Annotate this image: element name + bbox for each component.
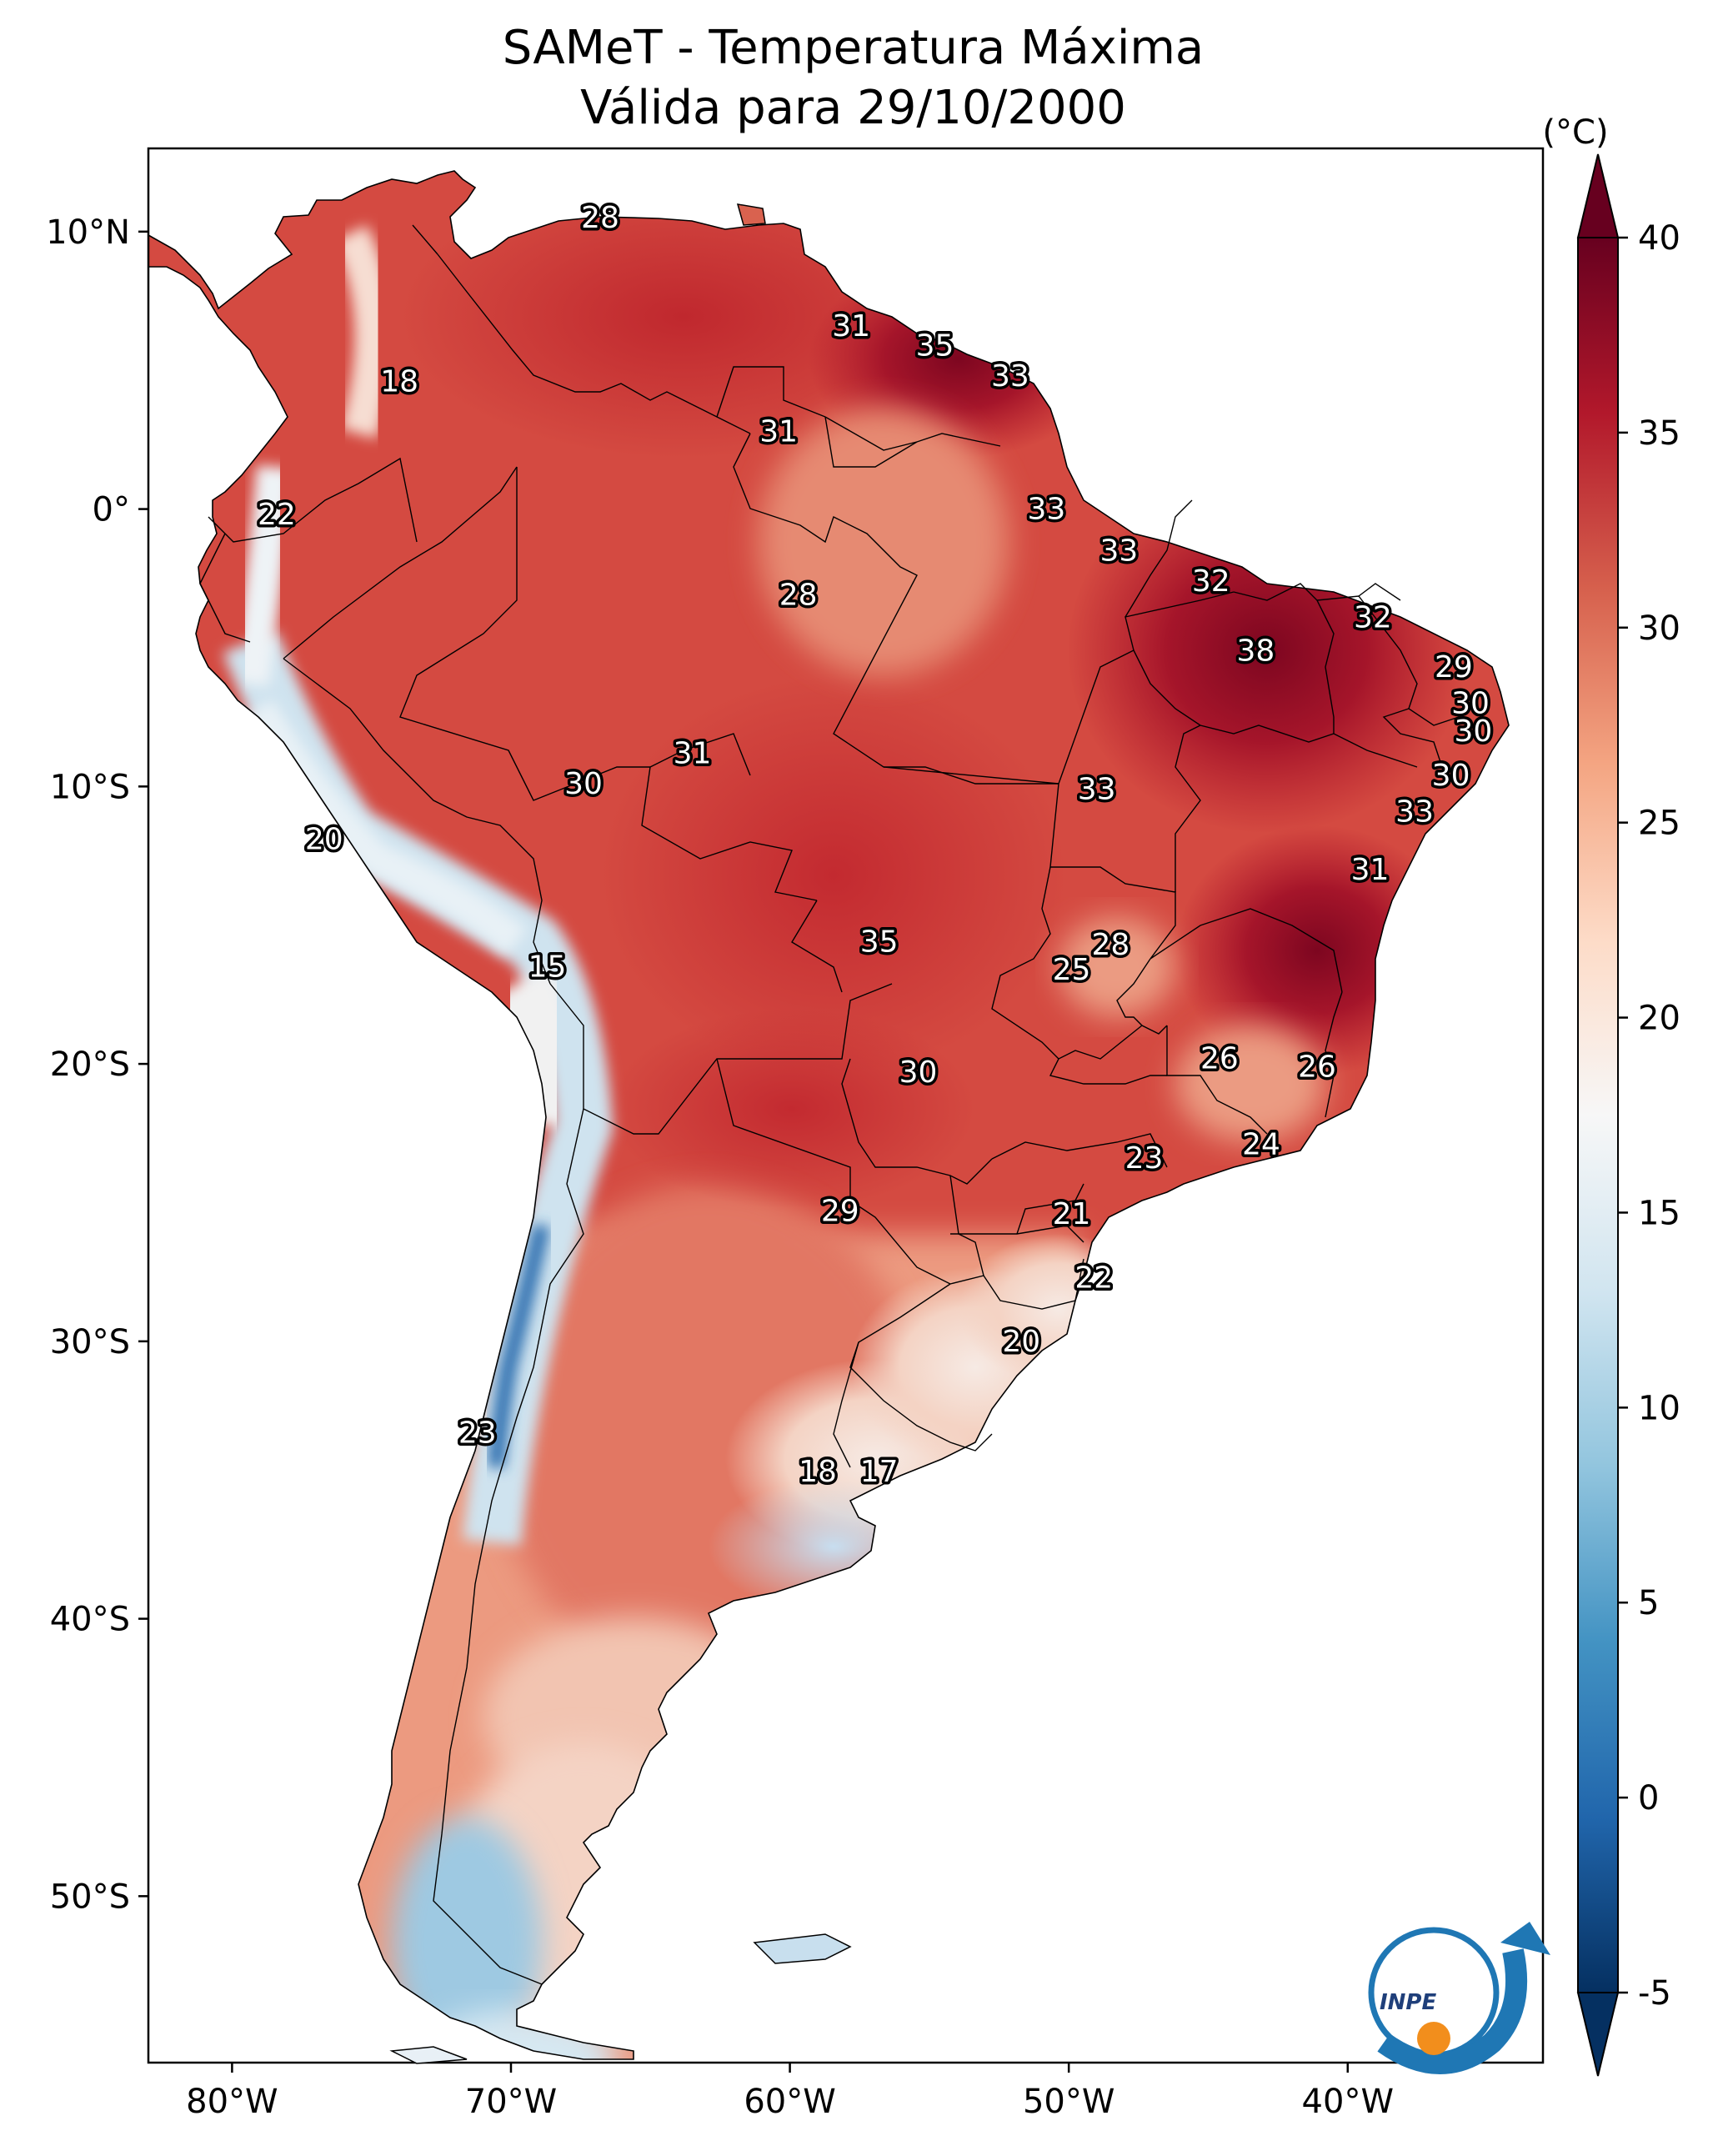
- colorbar-top-arrow: [1576, 153, 1620, 238]
- contour-label: 30: [564, 767, 603, 801]
- contour-label: 15: [528, 950, 567, 985]
- contour-label: 31: [1351, 853, 1390, 887]
- contour-label: 30: [1451, 687, 1490, 721]
- map-frame: [147, 147, 1545, 2064]
- lat-tick-label: 20°S: [50, 1045, 130, 1084]
- country-borders: [199, 224, 1460, 1985]
- colorbar-tick-label: 40: [1638, 219, 1680, 258]
- island: [736, 203, 766, 226]
- contour-label: 33: [991, 359, 1029, 394]
- island: [753, 1933, 852, 1964]
- contour-label: 22: [258, 498, 296, 532]
- contour-label: 29: [1435, 650, 1473, 684]
- map-title: SAMeT - Temperatura Máxima Válida para 2…: [0, 18, 1723, 138]
- colorbar-tick-label: 5: [1638, 1584, 1659, 1622]
- colorbar-ticks: 40 35 30 25 20 15 10 5 0 -5: [1618, 219, 1680, 2013]
- inpe-logo-text: INPE: [1380, 1990, 1436, 2015]
- contour-label: 20: [1002, 1325, 1040, 1359]
- contour-label: 33: [1395, 795, 1434, 829]
- contour-label: 35: [916, 328, 954, 363]
- contour-label: 23: [458, 1416, 497, 1451]
- contour-label: 30: [1454, 714, 1492, 749]
- contour-label: 28: [779, 579, 818, 613]
- contour-label: 28: [1091, 928, 1129, 962]
- contour-label: 18: [380, 365, 418, 399]
- contour-label: 33: [1100, 534, 1139, 568]
- lon-tick-label: 50°W: [1023, 2083, 1114, 2121]
- contour-label: 23: [1125, 1141, 1164, 1176]
- axis-ticks: 80°W 70°W 60°W 50°W 40°W 10°N 0° 10°S 20°S 30°S 40…: [46, 213, 1394, 2121]
- colorbar-tick-label: 20: [1638, 1000, 1680, 1038]
- contour-label: 31: [674, 736, 712, 770]
- colorbar-tick-label: 10: [1638, 1389, 1680, 1427]
- lon-tick-label: 70°W: [465, 2083, 557, 2121]
- contour-label: 29: [821, 1194, 859, 1228]
- contour-label: 26: [1298, 1050, 1336, 1084]
- lon-tick-label: 80°W: [186, 2083, 278, 2121]
- lat-tick-label: 0°: [93, 491, 130, 529]
- colorbar-tick-label: 30: [1638, 609, 1680, 648]
- lat-tick-label: 10°N: [46, 213, 130, 252]
- contour-label: 31: [832, 309, 870, 343]
- colorbar-tick-label: 25: [1638, 805, 1680, 843]
- lat-tick-label: 30°S: [50, 1323, 130, 1361]
- lat-tick-label: 10°S: [50, 768, 130, 806]
- contour-label: 32: [1354, 600, 1392, 634]
- contour-label: 33: [1078, 773, 1116, 807]
- contour-label: 22: [1074, 1261, 1113, 1295]
- map-title-line1: SAMeT - Temperatura Máxima: [502, 21, 1205, 75]
- map-title-line2: Válida para 29/10/2000: [580, 81, 1126, 135]
- colorbar-tick-label: -5: [1638, 1974, 1671, 2013]
- island: [389, 2046, 468, 2064]
- contour-label: 33: [1028, 493, 1066, 527]
- contour-label: 17: [860, 1455, 899, 1489]
- colorbar-tick-label: 0: [1638, 1779, 1659, 1818]
- contour-label: 20: [305, 823, 343, 857]
- contour-label: 30: [1432, 759, 1470, 793]
- contour-label: 32: [1192, 564, 1230, 599]
- colorbar: 40 35 30 25 20 15 10 5 0 -5 (°C): [1542, 113, 1680, 2077]
- colorbar-body: [1577, 237, 1619, 1993]
- colorbar-tick-label: 15: [1638, 1194, 1680, 1232]
- inpe-logo: INPE: [1368, 1922, 1550, 2074]
- temperature-field: [148, 170, 1510, 2060]
- lat-tick-label: 50°S: [50, 1878, 130, 1916]
- contour-label: 28: [581, 201, 619, 235]
- lon-tick-label: 40°W: [1302, 2083, 1394, 2121]
- colorbar-tick-label: 35: [1638, 414, 1680, 453]
- contour-label: 31: [759, 414, 798, 449]
- colorbar-unit: (°C): [1542, 113, 1608, 152]
- colorbar-bottom-arrow: [1576, 1992, 1620, 2077]
- contour-label: 35: [860, 925, 899, 960]
- lon-tick-label: 60°W: [744, 2083, 835, 2121]
- contour-label: 24: [1242, 1128, 1280, 1162]
- contour-label: 30: [899, 1055, 938, 1090]
- lat-tick-label: 40°S: [50, 1601, 130, 1639]
- contour-label: 38: [1236, 634, 1275, 668]
- contour-label: 26: [1200, 1041, 1239, 1075]
- contour-label: 21: [1053, 1197, 1091, 1231]
- contour-label: 18: [799, 1455, 837, 1489]
- contour-label: 25: [1053, 953, 1091, 987]
